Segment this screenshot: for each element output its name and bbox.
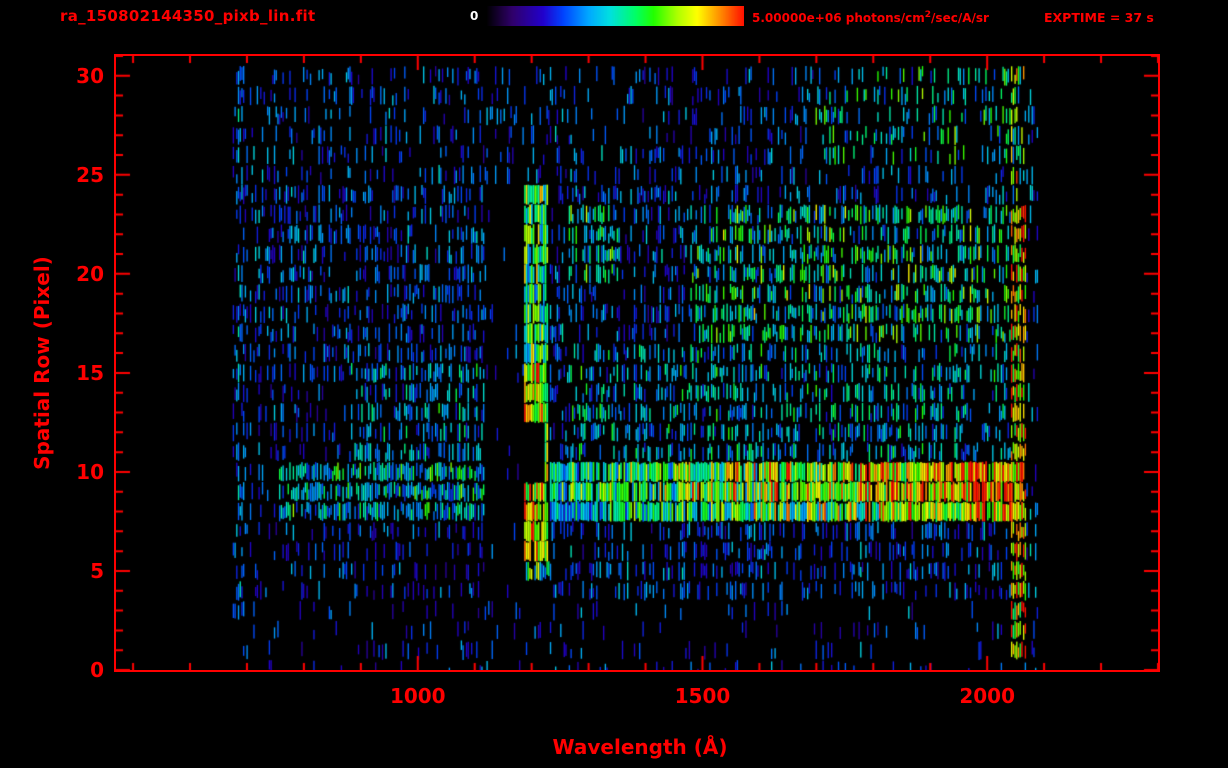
file-title: ra_150802144350_pixb_lin.fit xyxy=(60,7,316,25)
colorbar-max-suffix: /sec/A/sr xyxy=(931,11,989,25)
y-tick-label: 5 xyxy=(90,558,104,583)
x-axis-title: Wavelength (Å) xyxy=(552,735,728,759)
y-axis-title: Spatial Row (Pixel) xyxy=(30,256,54,470)
y-tick-label: 30 xyxy=(76,63,104,88)
y-tick-label: 0 xyxy=(90,658,104,682)
y-tick-label: 25 xyxy=(76,162,104,187)
colorbar-max-prefix: 5.00000e+06 photons/cm xyxy=(752,11,925,25)
colorbar-max-superscript: 2 xyxy=(924,10,932,20)
colorbar-min-label: 0 xyxy=(470,9,479,23)
x-tick-label: 1500 xyxy=(674,684,731,708)
y-tick-label: 10 xyxy=(76,459,104,484)
exptime-label: EXPTIME = 37 s xyxy=(1044,10,1154,25)
spectrogram-heatmap xyxy=(116,56,1158,670)
colorbar-max-label: 5.00000e+06 photons/cm2/sec/A/sr xyxy=(752,10,989,25)
y-tick-label: 20 xyxy=(76,261,104,286)
colorbar-gradient xyxy=(486,6,744,26)
x-tick-label: 1000 xyxy=(389,684,446,708)
y-tick-label: 15 xyxy=(76,360,104,385)
x-tick-label: 2000 xyxy=(959,684,1015,708)
plot-frame xyxy=(114,54,1160,672)
